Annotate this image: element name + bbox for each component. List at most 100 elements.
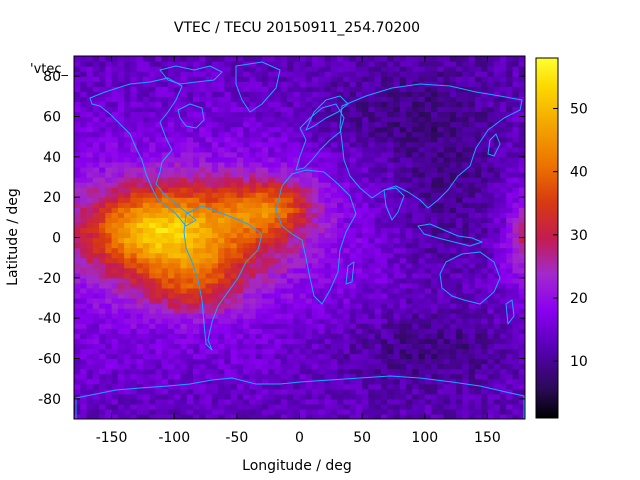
heat-cell [355,222,363,229]
heat-cell [274,358,282,365]
heat-cell [506,313,514,319]
heat-cell [74,76,81,82]
heat-cell [155,272,163,279]
heat-cell [362,403,369,410]
heat-cell [80,111,88,118]
heat-cell [142,358,150,365]
heat-cell [424,378,432,385]
heat-cell [330,403,338,410]
heat-cell [205,323,213,329]
heat-cell [180,348,188,355]
heat-cell [149,116,157,123]
heat-cell [399,282,407,289]
heat-cell [180,413,188,419]
heat-cell [405,227,413,234]
heat-cell [330,282,338,289]
heat-cell [355,257,363,264]
heat-cell [124,212,131,218]
heat-cell [512,151,520,158]
heat-cell [224,66,232,72]
heat-cell [343,212,351,218]
heat-cell [124,237,131,244]
heat-cell [518,343,525,350]
heat-cell [299,343,307,350]
heat-cell [161,106,169,113]
heat-cell [193,298,200,304]
heat-cell [368,116,376,123]
heat-cell [105,368,113,375]
heat-cell [474,161,482,168]
heat-cell [324,247,332,254]
heat-cell [418,252,426,259]
heat-cell [243,313,250,319]
heat-cell [261,358,269,365]
heat-cell [167,373,175,380]
heat-cell [487,287,495,294]
heat-cell [130,202,138,208]
heat-cell [418,373,426,380]
heat-cell [393,252,401,259]
heat-cell [474,146,482,153]
heat-cell [380,212,388,218]
heat-cell [355,126,363,133]
heat-cell [255,222,263,229]
heat-cell [136,121,144,128]
heat-cell [255,76,263,82]
heat-cell [218,247,225,254]
heat-cell [142,267,150,274]
heat-cell [305,192,313,198]
heat-cell [205,257,213,264]
heat-cell [117,161,125,168]
heat-cell [205,252,213,259]
heat-cell [405,222,413,229]
heat-cell [443,368,451,375]
heat-cell [105,76,113,82]
heat-cell [99,171,106,178]
heat-cell [387,131,395,138]
heat-cell [111,126,119,133]
heat-cell [456,378,463,385]
heat-cell [243,272,250,279]
heat-cell [236,177,244,183]
heat-cell [412,373,420,380]
heat-cell [99,222,106,229]
heat-cell [443,383,451,390]
heat-cell [337,192,344,198]
heat-cell [142,151,150,158]
heat-cell [74,237,81,244]
heat-cell [293,313,301,319]
heat-cell [99,333,106,339]
heat-cell [330,171,338,178]
heat-cell [343,242,351,249]
heat-cell [130,358,138,365]
heat-cell [405,333,413,339]
heat-cell [255,292,263,299]
heat-cell [218,166,225,173]
heat-cell [481,81,489,87]
heat-cell [249,202,257,208]
heat-cell [349,207,357,213]
heat-cell [161,71,169,77]
heat-cell [380,86,388,92]
heat-cell [474,212,482,218]
heat-cell [130,348,138,355]
heat-cell [518,388,525,395]
heat-cell [211,267,219,274]
heat-cell [462,267,470,274]
heat-cell [380,298,388,304]
heat-cell [481,156,489,163]
heat-cell [280,353,288,360]
heat-cell [230,207,238,213]
heat-cell [174,298,182,304]
heat-cell [324,212,332,218]
heat-cell [380,363,388,370]
heat-cell [343,363,351,370]
heat-cell [130,217,138,223]
heat-cell [224,151,232,158]
heat-cell [318,116,326,123]
heat-cell [437,343,445,350]
heat-cell [474,277,482,284]
heat-cell [431,338,438,344]
heat-cell [124,343,131,350]
heat-cell [161,182,169,188]
